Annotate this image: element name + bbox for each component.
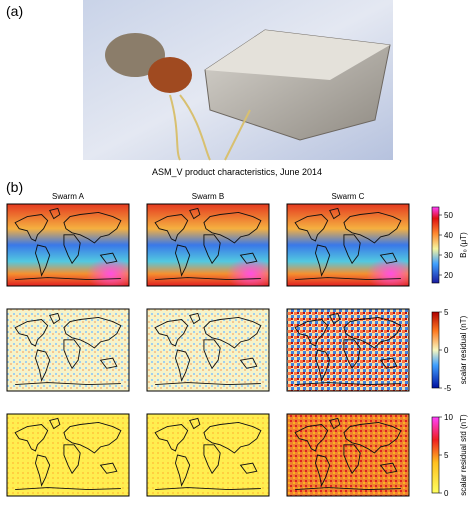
map-field <box>287 414 409 496</box>
map-frame <box>286 308 410 392</box>
instrument-photo <box>83 0 393 161</box>
colorbar-tick-label: -5 <box>444 384 452 393</box>
map-field <box>147 414 269 496</box>
map-field <box>7 414 129 496</box>
column-title: Swarm B <box>192 192 224 201</box>
map-frame <box>146 203 270 287</box>
colorbar-tick-label: 5 <box>444 451 449 460</box>
colorbar-label: scalar residual (nT) <box>459 315 468 384</box>
colorbar-label: B₀ (μT) <box>459 232 468 258</box>
colorbar-tick-label: 30 <box>444 251 453 260</box>
sensor-coil <box>148 57 192 93</box>
colorbar <box>431 311 440 389</box>
colorbar-tick-label: 0 <box>444 346 449 355</box>
colorbar-label: scalar residual std (nT) <box>459 414 468 496</box>
map-frame <box>286 413 410 497</box>
map-anomaly <box>7 204 129 286</box>
colorbar-tick-label: 0 <box>444 489 449 498</box>
colorbar-tick-label: 10 <box>444 413 453 422</box>
map-frame <box>286 203 410 287</box>
map-field <box>7 309 129 391</box>
map-frame <box>6 308 130 392</box>
sensor <box>105 33 165 77</box>
colorbar <box>431 416 440 494</box>
map-frame <box>146 413 270 497</box>
map-frame <box>6 203 130 287</box>
colorbar <box>431 206 440 284</box>
map-field <box>147 309 269 391</box>
colorbar-tick-label: 50 <box>444 211 453 220</box>
map-frame <box>146 308 270 392</box>
colorbar-tick-label: 5 <box>444 308 449 317</box>
colorbar-tick-label: 40 <box>444 231 453 240</box>
map-frame <box>6 413 130 497</box>
panel-label: (b) <box>6 179 23 195</box>
map-anomaly <box>287 204 409 286</box>
map-field <box>287 309 409 391</box>
panel-label: (a) <box>6 3 23 19</box>
colorbar-tick-label: 20 <box>444 271 453 280</box>
map-anomaly <box>147 204 269 286</box>
caption: ASM_V product characteristics, June 2014 <box>152 167 322 177</box>
box-top <box>205 30 390 80</box>
cables <box>169 94 251 161</box>
column-title: Swarm C <box>332 192 365 201</box>
column-title: Swarm A <box>52 192 85 201</box>
